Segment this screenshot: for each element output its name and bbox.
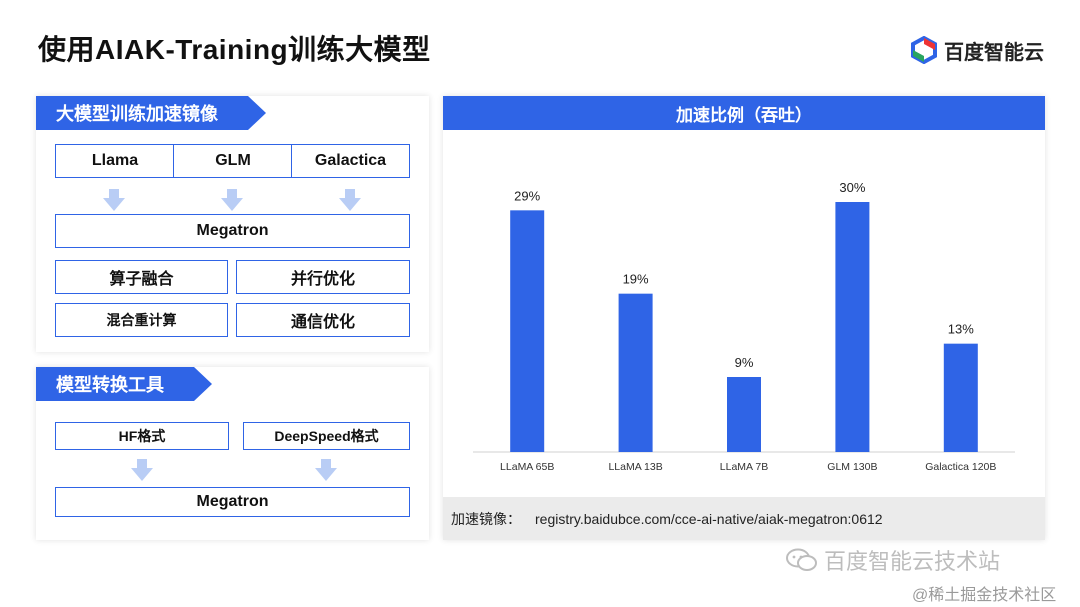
bar: [727, 377, 761, 452]
megatron-box: Megatron: [55, 214, 410, 248]
chart-footer: 加速镜像： registry.baidubce.com/cce-ai-nativ…: [443, 497, 1045, 540]
megatron-target-box: Megatron: [55, 487, 410, 517]
feature-box-operator-fusion: 算子融合: [55, 260, 228, 294]
model-box-llama: Llama: [55, 144, 175, 178]
data-label: 13%: [948, 322, 974, 337]
feature-box-comm-optimization: 通信优化: [236, 303, 410, 337]
bar: [510, 210, 545, 452]
footer-label: 加速镜像：: [451, 510, 521, 527]
feature-box-recompute: 混合重计算: [55, 303, 228, 337]
bar: [943, 343, 978, 452]
format-box-deepspeed: DeepSpeed格式: [243, 422, 410, 450]
format-box-hf: HF格式: [55, 422, 229, 450]
down-arrow-icon: [103, 189, 125, 211]
down-arrow-icon: [315, 459, 337, 481]
x-tick-label: LLaMA 65B: [500, 461, 554, 473]
cloud-logo-icon: [911, 36, 937, 64]
data-label: 29%: [514, 188, 540, 203]
x-tick-label: LLaMA 7B: [720, 461, 768, 473]
down-arrow-icon: [131, 459, 153, 481]
watermark-top: 百度智能云技术站: [786, 544, 1000, 576]
x-tick-label: GLM 130B: [827, 461, 877, 473]
data-label: 30%: [839, 180, 865, 195]
wechat-icon: [786, 548, 817, 571]
model-box-galactica: Galactica: [291, 144, 410, 178]
data-label: 19%: [623, 272, 649, 287]
down-arrow-icon: [221, 189, 243, 211]
bar-chart: 29% LLaMA 65B 19% LLaMA 13B 9% LLaMA 7B 30% GLM…: [473, 180, 1015, 473]
feature-box-parallel-optimization: 并行优化: [236, 260, 410, 294]
watermark-bottom: @稀土掘金技术社区: [912, 587, 1057, 604]
section-banner-mirror: 大模型训练加速镜像: [36, 96, 266, 130]
model-box-glm: GLM: [173, 144, 293, 178]
bar: [618, 293, 653, 452]
watermark-text: 百度智能云技术站: [824, 549, 1001, 574]
logo-text: 百度智能云: [944, 41, 1044, 64]
bar: [835, 202, 870, 452]
section-banner-converter: 模型转换工具: [36, 367, 212, 401]
x-tick-label: LLaMA 13B: [608, 461, 662, 473]
chart-title: 加速比例（吞吐）: [443, 96, 1045, 130]
down-arrow-icon: [339, 189, 361, 211]
data-label: 9%: [735, 355, 754, 370]
page-title: 使用AIAK-Training训练大模型: [38, 34, 431, 65]
brand-logo: 百度智能云: [910, 36, 1044, 64]
x-tick-label: Galactica 120B: [925, 461, 996, 473]
footer-registry-url: registry.baidubce.com/cce-ai-native/aiak…: [535, 510, 883, 527]
